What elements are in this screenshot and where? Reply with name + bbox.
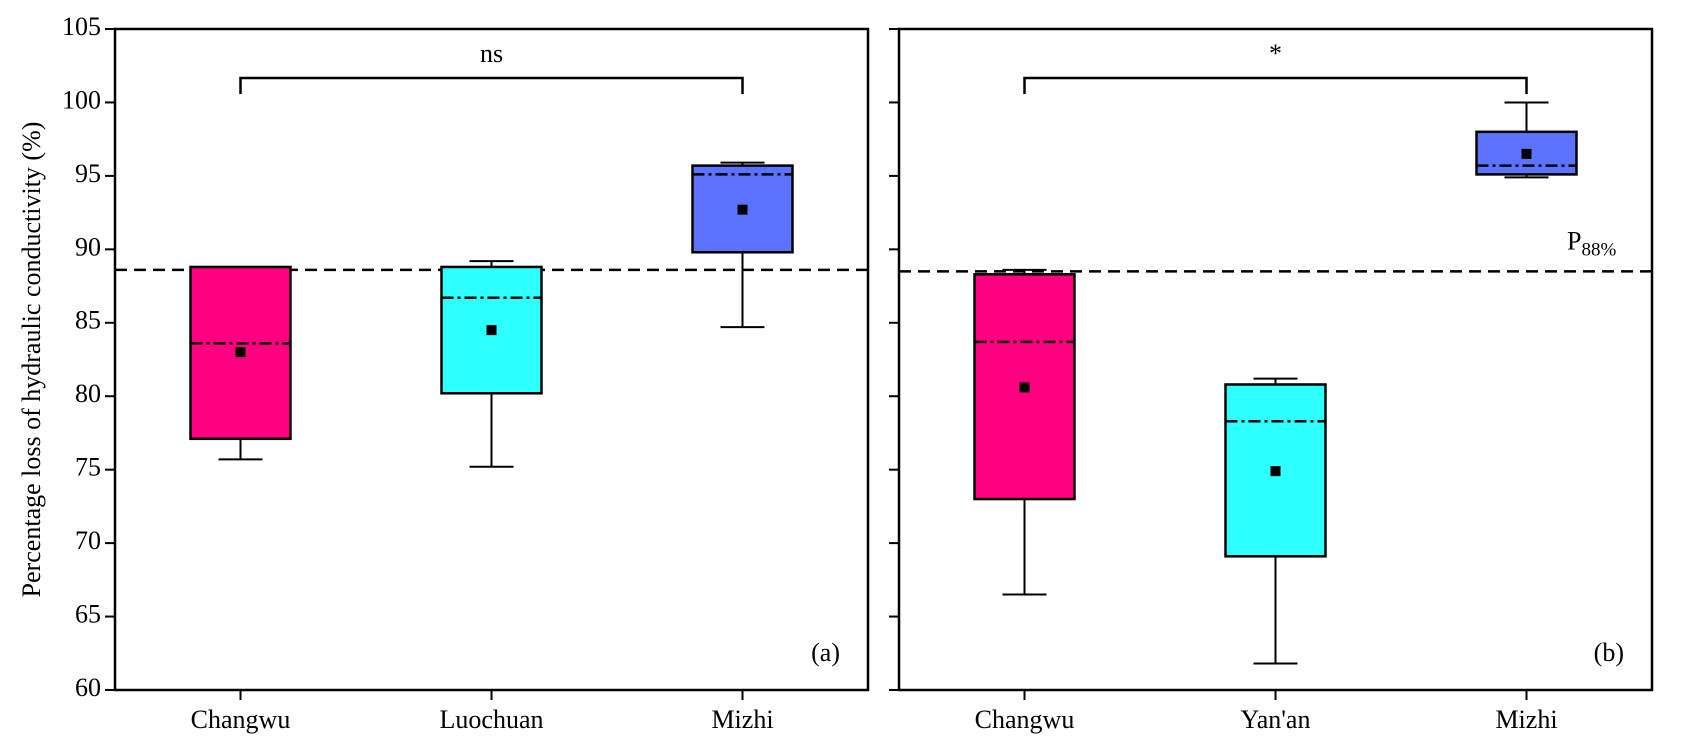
reference-label-main: P: [1567, 226, 1581, 255]
panel-label: (b): [1594, 638, 1624, 667]
y-tick-label: 105: [62, 12, 101, 41]
x-tick-label: Yan'an: [1241, 705, 1311, 734]
significance-label: *: [1269, 39, 1282, 68]
y-tick-label: 85: [75, 306, 101, 335]
significance-bracket: [1023, 76, 1528, 94]
y-tick-label: 65: [75, 600, 101, 629]
mean-marker: [737, 204, 748, 215]
plot-frame: [897, 27, 1654, 692]
mean-marker: [1521, 148, 1532, 159]
y-tick-label: 100: [62, 85, 101, 114]
y-tick-label: 75: [75, 453, 101, 482]
x-tick-label: Changwu: [191, 705, 291, 734]
significance-label: ns: [480, 39, 503, 68]
reference-label-sub: 88%: [1581, 240, 1616, 261]
x-tick-label: Luochuan: [440, 705, 544, 734]
x-tick-label: Mizhi: [711, 705, 773, 734]
y-axis-label: Percentage loss of hydraulic conductivit…: [17, 122, 46, 598]
y-tick-label: 95: [75, 159, 101, 188]
significance-bracket: [239, 76, 744, 94]
mean-marker: [1270, 466, 1281, 477]
y-tick-label: 90: [75, 232, 101, 261]
y-tick-label: 70: [75, 526, 101, 555]
reference-label: P88%: [1567, 226, 1616, 260]
mean-marker: [1019, 382, 1030, 393]
mean-marker: [235, 347, 246, 358]
panel-label: (a): [811, 638, 840, 667]
x-tick-label: Changwu: [975, 705, 1075, 734]
y-tick-label: 60: [75, 673, 101, 702]
mean-marker: [486, 325, 497, 336]
x-tick-label: Mizhi: [1495, 705, 1557, 734]
plot-frame: [113, 27, 870, 692]
y-tick-label: 80: [75, 379, 101, 408]
